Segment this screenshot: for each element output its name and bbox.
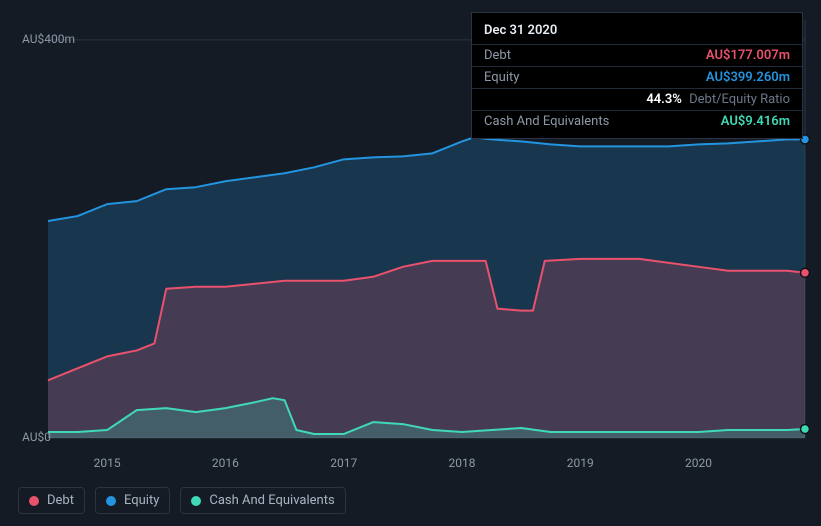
x-axis-label: 2017	[330, 456, 357, 470]
x-axis-label: 2020	[685, 456, 712, 470]
legend-dot	[29, 496, 39, 506]
legend-item[interactable]: Debt	[18, 487, 85, 514]
tooltip-date: Dec 31 2020	[472, 19, 802, 44]
y-axis-label: AU$400m	[22, 32, 75, 46]
y-axis-label: AU$0	[22, 430, 51, 444]
legend-item[interactable]: Equity	[95, 487, 170, 514]
tooltip-row: DebtAU$177.007m	[472, 44, 802, 66]
x-axis-label: 2018	[448, 456, 475, 470]
legend-dot	[106, 496, 116, 506]
tooltip-row-value: AU$177.007m	[706, 48, 790, 63]
legend-label: Equity	[124, 493, 159, 508]
legend-label: Cash And Equivalents	[209, 493, 334, 508]
x-axis-label: 2016	[212, 456, 239, 470]
tooltip-row-suffix: Debt/Equity Ratio	[686, 92, 790, 107]
legend-dot	[191, 496, 201, 506]
tooltip-row-label: Equity	[484, 70, 706, 85]
chart-tooltip: Dec 31 2020 DebtAU$177.007mEquityAU$399.…	[471, 12, 803, 139]
x-axis-label: 2019	[567, 456, 594, 470]
tooltip-row-label: Debt	[484, 48, 706, 63]
tooltip-row: EquityAU$399.260m	[472, 66, 802, 88]
tooltip-row-value: AU$399.260m	[706, 70, 790, 85]
tooltip-row: Cash And EquivalentsAU$9.416m	[472, 110, 802, 132]
tooltip-row-value: AU$9.416m	[721, 114, 790, 129]
tooltip-row: 44.3% Debt/Equity Ratio	[472, 88, 802, 110]
tooltip-row-label: Cash And Equivalents	[484, 114, 721, 129]
debt-equity-chart-container: { "chart": { "type": "area", "width": 82…	[0, 0, 821, 526]
chart-legend: Debt Equity Cash And Equivalents	[18, 487, 346, 514]
x-axis-label: 2015	[94, 456, 121, 470]
tooltip-row-value: 44.3% Debt/Equity Ratio	[646, 92, 790, 107]
legend-item[interactable]: Cash And Equivalents	[180, 487, 345, 514]
legend-label: Debt	[47, 493, 74, 508]
